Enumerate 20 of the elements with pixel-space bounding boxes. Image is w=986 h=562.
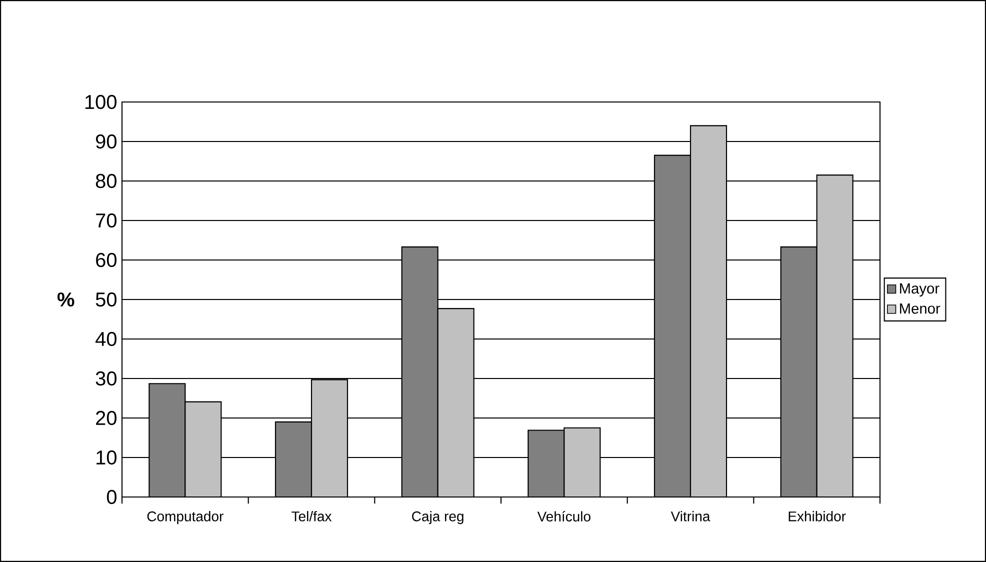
y-tick-label: 70 — [96, 213, 116, 228]
x-tick-label: Computador — [147, 511, 224, 524]
x-tick-label: Vitrina — [670, 511, 710, 522]
x-tick-label: Exhibidor — [788, 511, 846, 522]
y-tick-label: 20 — [96, 410, 116, 426]
x-tick-label: Caja reg — [412, 511, 464, 524]
y-tick-label: 60 — [96, 252, 116, 268]
y-tick-label: 50 — [96, 292, 116, 307]
y-tick-label: 100 — [85, 94, 116, 110]
legend-label: Menor — [900, 304, 940, 314]
y-tick-label: 40 — [96, 332, 116, 346]
y-axis-title: % — [57, 292, 74, 307]
y-tick-label: 30 — [96, 371, 116, 386]
x-tick-label: Vehículo — [537, 511, 590, 522]
y-tick-label: 10 — [96, 450, 116, 465]
y-tick-label: 0 — [106, 490, 116, 504]
y-tick-label: 80 — [96, 174, 116, 188]
x-tick-label: Tel/fax — [292, 511, 332, 522]
legend-label: Mayor — [900, 283, 940, 297]
y-tick-label: 90 — [96, 134, 116, 149]
